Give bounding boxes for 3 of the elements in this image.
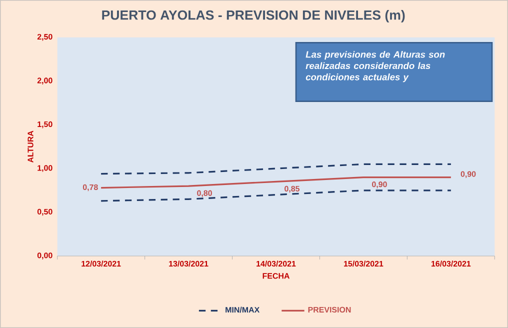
chart-title: PUERTO AYOLAS - PREVISION DE NIVELES (m) (102, 10, 405, 22)
annotation: Las previsiones de Alturas son realizadas considerando las condiciones actuales y (306, 50, 445, 82)
line-series (100, 163, 452, 175)
